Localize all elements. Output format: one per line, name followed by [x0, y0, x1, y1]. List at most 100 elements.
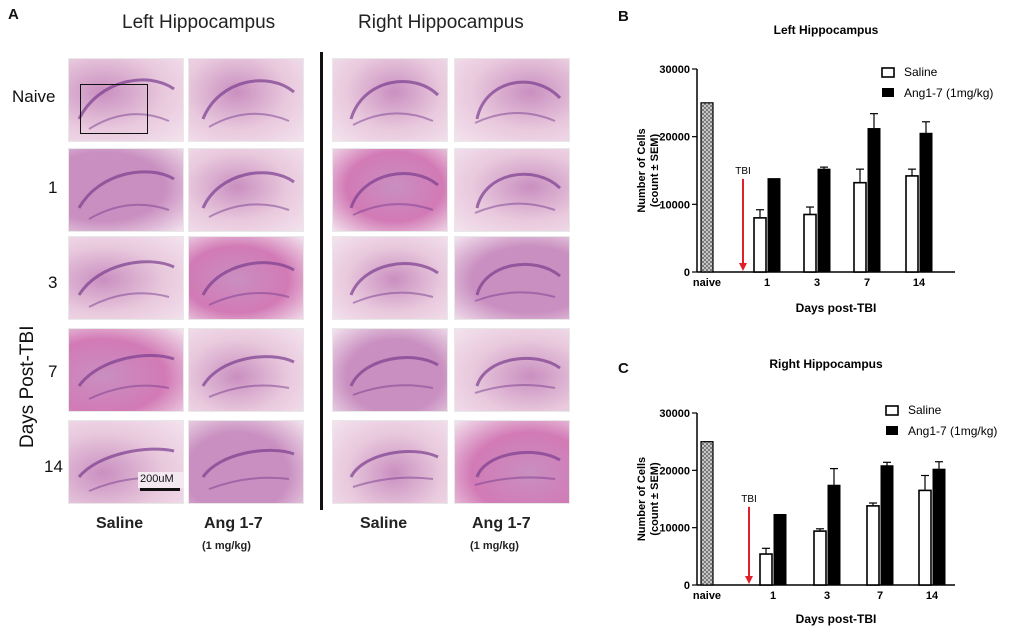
- row-label-day-7: 7: [48, 362, 58, 381]
- panel-letter-b: B: [618, 8, 629, 25]
- y-tick-label: 20000: [659, 132, 690, 144]
- dentate-gyrus-band: [475, 356, 561, 387]
- ca-layer-band: [474, 476, 556, 486]
- ca-layer-band: [352, 291, 434, 304]
- dentate-gyrus-band: [77, 260, 175, 296]
- chart-title: Right Hippocampus: [769, 357, 883, 371]
- ang-bar: [767, 178, 781, 273]
- dentate-gyrus-band: [77, 353, 175, 387]
- saline-bar: [759, 553, 773, 586]
- y-tick-label: 30000: [659, 408, 690, 420]
- x-tick-label: 3: [824, 590, 830, 602]
- ca-layer-band: [474, 202, 556, 214]
- saline-label-right: Saline: [360, 515, 408, 532]
- y-tick-label: 0: [684, 267, 690, 279]
- chart-title: Left Hippocampus: [774, 23, 879, 37]
- ang-bar: [867, 128, 881, 273]
- histology-image: [68, 148, 184, 232]
- y-axis-label: (count ± SEM): [649, 134, 661, 208]
- dentate-gyrus-band: [77, 78, 175, 120]
- row-label-day-3: 3: [48, 273, 58, 292]
- x-tick-label: naive: [693, 590, 721, 602]
- dentate-gyrus-band: [349, 80, 440, 120]
- ca-layer-band: [208, 476, 290, 490]
- row-label-day-1: 1: [48, 178, 58, 197]
- histology-image: [332, 328, 448, 412]
- y-tick-label: 10000: [659, 199, 690, 211]
- saline-label-left: Saline: [96, 515, 144, 532]
- x-tick-label: 7: [864, 277, 870, 289]
- dentate-gyrus-band: [201, 171, 295, 209]
- row-label-day-14: 14: [44, 457, 63, 476]
- legend-ang-label: Ang1-7 (1mg/kg): [904, 86, 993, 100]
- histology-image: [188, 328, 304, 412]
- scale-bar-label: 200uM: [140, 473, 174, 485]
- dentate-gyrus-band: [475, 450, 561, 478]
- legend-saline-swatch: [881, 67, 895, 78]
- ca-layer-band: [474, 291, 556, 302]
- ca-layer-band: [352, 476, 434, 488]
- dentate-gyrus-band: [201, 79, 295, 120]
- left-hippocampus-title: Left Hippocampus: [122, 12, 276, 33]
- left-hippocampus-chart: Left Hippocampus 0 10000 20000 30000 Number o…: [636, 23, 993, 315]
- dentate-gyrus-band: [349, 262, 439, 296]
- histology-image: [188, 148, 304, 232]
- panel-letter-a: A: [8, 6, 19, 23]
- y-tick-label: 30000: [659, 64, 690, 76]
- inset-box: [80, 84, 148, 134]
- row-label-naive: Naive: [12, 87, 56, 106]
- dentate-gyrus-band: [349, 172, 439, 209]
- ang-bar: [817, 168, 831, 273]
- ang-bar: [880, 465, 894, 586]
- x-tick-label: 7: [877, 590, 883, 602]
- dentate-gyrus-band: [201, 261, 295, 296]
- ca-layer-band: [208, 203, 290, 218]
- y-axis-label: Number of Cells: [636, 457, 648, 541]
- tbi-annotation: TBI: [735, 166, 751, 177]
- histology-image: [68, 58, 184, 142]
- tbi-annotation: TBI: [741, 494, 757, 505]
- x-tick-label: 1: [764, 277, 770, 289]
- ca-layer-band: [88, 292, 170, 308]
- ang-bar: [827, 484, 841, 586]
- y-axis-label: Number of Cells: [636, 128, 648, 212]
- dentate-gyrus-band: [349, 356, 439, 387]
- y-tick-label: 0: [684, 580, 690, 592]
- y-axis-label: (count ± SEM): [649, 462, 661, 536]
- dentate-gyrus-band: [475, 262, 561, 296]
- ca-layer-band: [88, 203, 170, 220]
- legend-saline-label: Saline: [904, 65, 938, 79]
- histology-image: [332, 420, 448, 504]
- ang-bar: [773, 513, 787, 586]
- dentate-gyrus-band: [77, 170, 175, 209]
- scale-bar-background: [138, 472, 184, 488]
- dose-label-left: (1 mg/kg): [202, 540, 251, 552]
- panel-letter-c: C: [618, 360, 629, 377]
- x-tick-label: 1: [770, 590, 776, 602]
- histology-image: [454, 58, 570, 142]
- y-tick-label: 20000: [659, 465, 690, 477]
- tbi-arrow-head: [739, 263, 747, 271]
- saline-bar: [853, 181, 867, 273]
- histology-image: [332, 236, 448, 320]
- x-tick-label: 3: [814, 277, 820, 289]
- saline-bar: [918, 489, 932, 586]
- saline-bar: [866, 505, 880, 586]
- ang-label-right: Ang 1-7: [472, 515, 531, 532]
- ca-layer-band: [208, 292, 290, 306]
- legend-ang-label: Ang1-7 (1mg/kg): [908, 424, 997, 438]
- histology-image: [454, 236, 570, 320]
- histology-image: [332, 58, 448, 142]
- histology-image: [188, 420, 304, 504]
- dose-label-right: (1 mg/kg): [470, 540, 519, 552]
- ca-layer-band: [474, 112, 556, 124]
- saline-bar: [905, 175, 919, 273]
- x-tick-label: naive: [693, 277, 721, 289]
- ca-layer-band: [474, 383, 556, 394]
- x-axis-label: Days post-TBI: [796, 612, 877, 626]
- ca-layer-band: [88, 113, 170, 130]
- saline-bar: [803, 213, 817, 273]
- legend-saline-swatch: [885, 405, 899, 416]
- legend-ang-swatch: [882, 88, 894, 97]
- histology-image: [188, 58, 304, 142]
